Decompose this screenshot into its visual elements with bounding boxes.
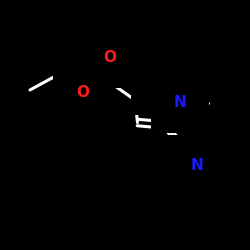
Text: N: N: [174, 95, 186, 110]
Text: N: N: [191, 158, 204, 172]
Text: O: O: [104, 50, 117, 65]
Text: N: N: [154, 78, 166, 92]
Text: O: O: [76, 85, 89, 100]
